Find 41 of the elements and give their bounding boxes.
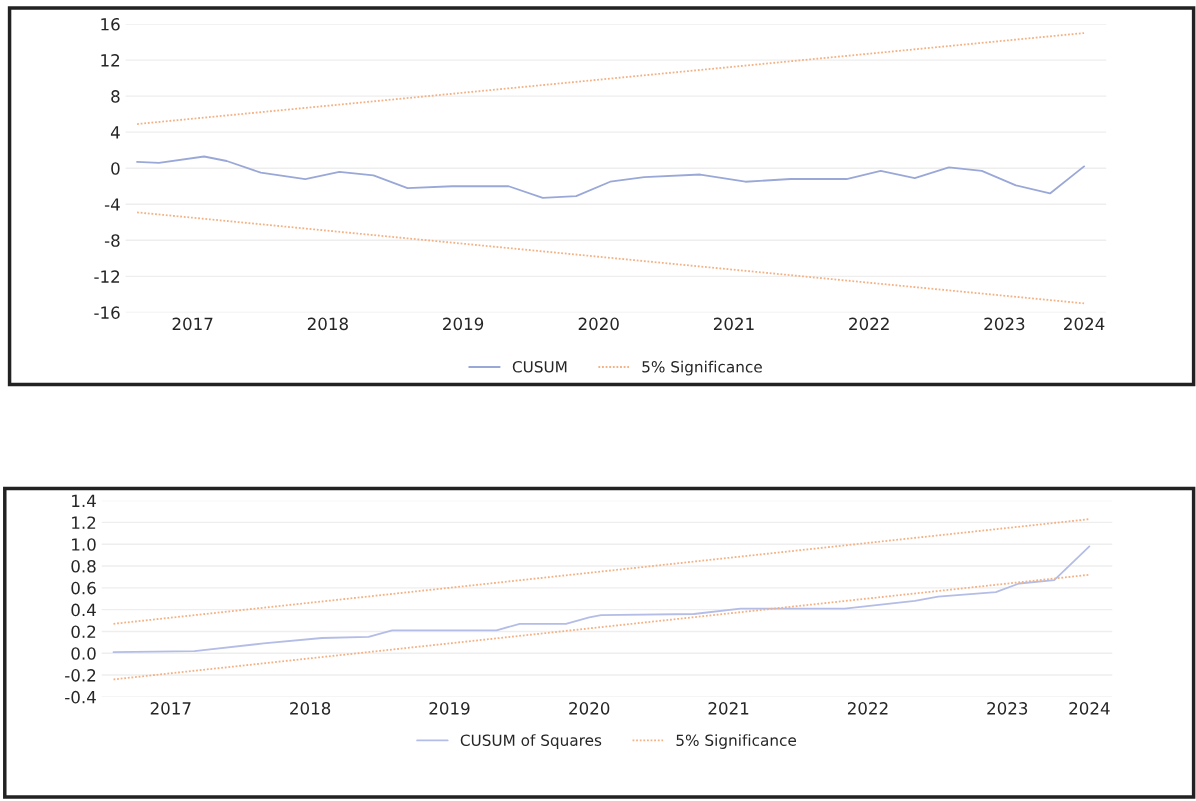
x-tick-label: 2018 xyxy=(307,317,348,331)
y-tick-label: 1.0 xyxy=(72,538,96,551)
y-tick-label: 12 xyxy=(101,54,120,67)
x-tick-label: 2021 xyxy=(708,702,749,715)
x-tick-label: 2018 xyxy=(290,702,331,715)
y-tick-label: 0.4 xyxy=(71,603,96,617)
x-tick-label: 2022 xyxy=(849,317,889,331)
y-tick-label: 4 xyxy=(110,126,120,139)
y-tick-label: -8 xyxy=(104,234,120,247)
y-tick-label: -4 xyxy=(104,198,120,211)
line-series xyxy=(136,155,1085,199)
x-tick-label: 2020 xyxy=(569,702,610,715)
y-tick-label: -0.4 xyxy=(65,690,96,704)
x-tick-label: 2019 xyxy=(443,317,484,331)
x-tick-label: 2017 xyxy=(150,702,191,715)
y-tick-label: 16 xyxy=(101,17,120,31)
legend-label: 5% Significance xyxy=(676,734,797,749)
line-series xyxy=(112,545,1091,654)
y-tick-label: 0 xyxy=(111,162,120,175)
y-tick-label: 0.8 xyxy=(71,560,96,573)
y-tick-label: -16 xyxy=(94,306,120,319)
y-tick-label: 0.6 xyxy=(71,581,96,595)
y-tick-label: 1.4 xyxy=(72,494,96,507)
x-tick-label: 2019 xyxy=(429,702,470,715)
y-tick-label: -12 xyxy=(94,270,120,283)
legend-label: 5% Significance xyxy=(642,360,762,376)
x-tick-label: 2024 xyxy=(1064,317,1105,331)
y-tick-label: 0.0 xyxy=(71,647,96,660)
x-tick-label: 2024 xyxy=(1069,702,1110,715)
y-tick-label: 1.2 xyxy=(72,516,96,529)
y-tick-label: -0.2 xyxy=(65,669,96,682)
x-tick-label: 2023 xyxy=(987,702,1028,715)
x-tick-label: 2017 xyxy=(172,317,213,331)
legend-label: CUSUM of Squares xyxy=(460,734,602,749)
legend-label: CUSUM xyxy=(512,361,567,373)
y-tick-label: 8 xyxy=(111,90,120,103)
x-tick-label: 2021 xyxy=(713,317,754,331)
x-tick-label: 2020 xyxy=(578,317,619,331)
x-tick-label: 2022 xyxy=(847,702,888,715)
x-tick-label: 2023 xyxy=(984,317,1025,331)
y-tick-label: 0.2 xyxy=(71,625,96,639)
